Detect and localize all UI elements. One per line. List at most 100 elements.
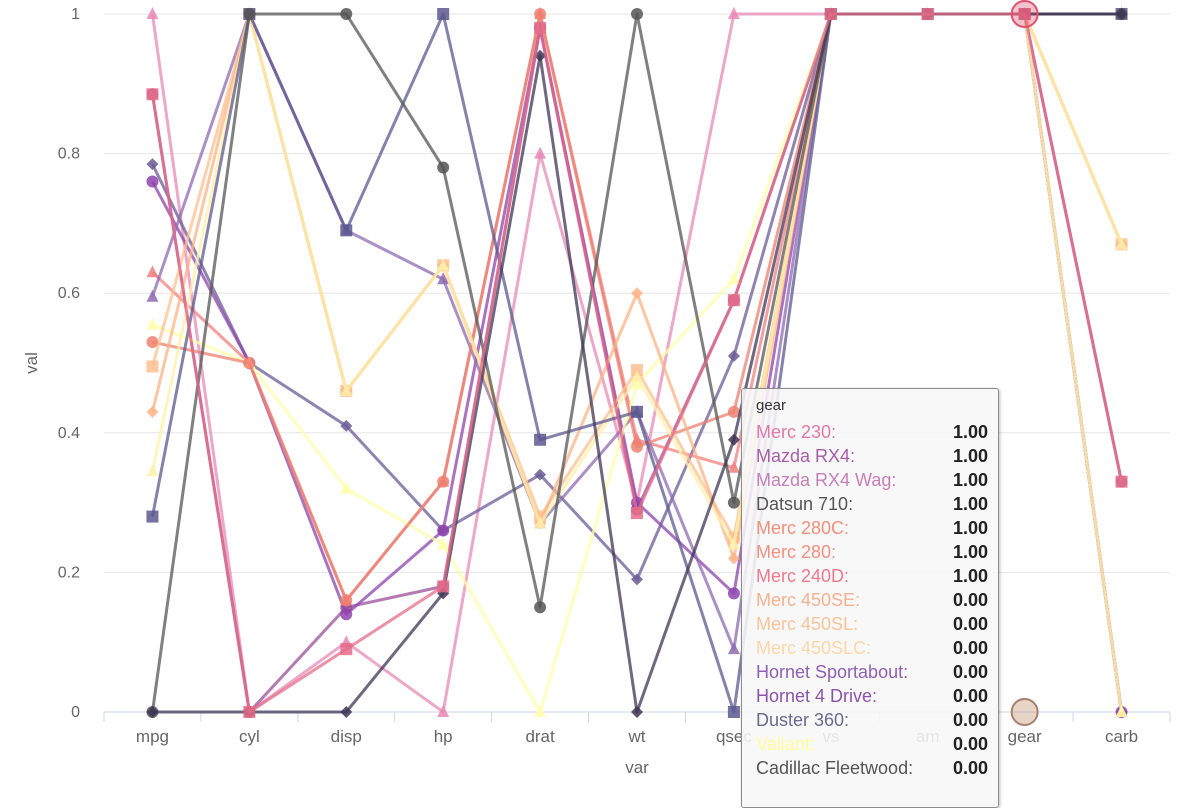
hover-halo — [1010, 0, 1039, 28]
y-tick-label: 0.4 — [58, 425, 80, 442]
tooltip-series-name: Valiant: — [756, 734, 815, 754]
data-point — [534, 601, 547, 614]
data-point — [1018, 8, 1031, 20]
data-point — [727, 350, 740, 363]
tooltip-series-value: 0.00 — [952, 614, 988, 634]
tooltip-row: Mazda RX4: 1.00 — [756, 444, 998, 468]
data-point — [340, 224, 353, 237]
tooltip-series-value: 0.00 — [952, 710, 988, 730]
data-point — [727, 294, 740, 307]
tooltip-row: Cadillac Fleetwood: 0.00 — [756, 756, 998, 780]
data-point — [631, 507, 643, 520]
data-point — [534, 21, 547, 34]
tooltip-series-value: 1.00 — [952, 470, 988, 490]
tooltip-row: Merc 280C: 1.00 — [756, 516, 998, 540]
data-point — [1115, 475, 1128, 488]
x-tick-label: mpg — [136, 727, 169, 746]
data-point — [534, 705, 547, 717]
data-point — [727, 537, 740, 550]
tooltip-series-value: 1.00 — [952, 542, 988, 562]
data-point — [727, 706, 740, 718]
data-point — [340, 419, 353, 432]
data-point — [631, 440, 643, 453]
data-point — [727, 460, 740, 473]
data-point — [437, 8, 450, 20]
data-point — [631, 706, 643, 718]
tooltip-series-value: 1.00 — [952, 518, 988, 538]
data-point — [340, 8, 353, 20]
y-tick-label: 0.6 — [58, 285, 80, 302]
tooltip-series-name: Cadillac Fleetwood: — [756, 758, 914, 778]
data-point — [631, 376, 643, 389]
y-tick-label: 1 — [71, 6, 80, 23]
tooltip-series-name: Merc 280C: — [756, 518, 850, 538]
data-point — [340, 706, 353, 718]
data-point — [340, 643, 353, 656]
data-point — [243, 706, 256, 718]
tooltip-row: Datsun 710: 1.00 — [756, 492, 998, 516]
data-point — [243, 357, 256, 369]
tooltip-series-name: Merc 450SLC: — [756, 638, 872, 658]
data-point — [631, 573, 643, 586]
y-tick-label: 0.2 — [58, 564, 80, 581]
data-point — [631, 369, 643, 382]
data-point — [1115, 237, 1128, 250]
data-point — [534, 468, 547, 481]
tooltip-series-value: 1.00 — [952, 494, 988, 514]
data-point — [921, 8, 934, 20]
data-point — [146, 265, 159, 278]
data-point — [534, 8, 547, 20]
data-point — [340, 481, 353, 494]
x-tick-label: cyl — [239, 727, 260, 746]
tooltip-series-value: 1.00 — [952, 422, 988, 442]
y-tick-label: 0 — [71, 704, 80, 721]
data-point — [243, 8, 256, 20]
data-point — [146, 289, 159, 302]
x-tick-label: wt — [628, 727, 646, 746]
data-point — [146, 706, 159, 718]
data-point — [727, 642, 740, 655]
tooltip-series-value: 1.00 — [952, 446, 988, 466]
y-axis-title: val — [22, 352, 41, 374]
tooltip-row: Valiant: 0.00 — [756, 732, 998, 756]
data-point — [437, 580, 450, 593]
tooltip-series-value: 0.00 — [952, 686, 988, 706]
tooltip-row: Merc 450SL: 0.00 — [756, 612, 998, 636]
tooltip-row: Hornet Sportabout: 0.00 — [756, 660, 998, 684]
data-point — [146, 317, 159, 330]
data-point — [727, 496, 740, 509]
data-point — [727, 272, 740, 285]
data-point — [146, 360, 159, 373]
tooltip-series-name: Mazda RX4: — [756, 446, 856, 466]
data-point — [146, 158, 159, 171]
tooltip-series-value: 0.00 — [952, 590, 988, 610]
tooltip-series-value: 0.00 — [952, 758, 988, 778]
data-point — [1115, 705, 1128, 717]
x-tick-label: hp — [434, 727, 453, 746]
tooltip-series-name: Merc 230: — [756, 422, 837, 442]
tooltip-series-name: Merc 450SE: — [756, 590, 861, 610]
tooltip-row: Mazda RX4 Wag: 1.00 — [756, 468, 998, 492]
data-point — [727, 433, 740, 446]
tooltip-series-value: 0.00 — [952, 734, 988, 754]
data-point — [340, 383, 353, 396]
tooltip-row: Merc 450SLC: 0.00 — [756, 636, 998, 660]
data-point — [727, 587, 740, 600]
data-point — [534, 146, 547, 159]
tooltip-row: Merc 280: 1.00 — [756, 540, 998, 564]
data-point — [340, 608, 353, 621]
tooltip-row: Hornet 4 Drive: 0.00 — [756, 684, 998, 708]
data-point — [146, 336, 159, 349]
tooltip-series-value: 0.00 — [952, 638, 988, 658]
tooltip-series-name: Datsun 710: — [756, 494, 854, 514]
hover-halo — [1010, 698, 1039, 726]
data-point — [437, 258, 450, 271]
data-point — [146, 7, 159, 19]
tooltip-row: Merc 450SE: 0.00 — [756, 588, 998, 612]
data-point — [727, 552, 740, 565]
data-point — [146, 510, 159, 523]
data-point — [437, 537, 450, 550]
tooltip-series-name: Hornet 4 Drive: — [756, 686, 878, 706]
